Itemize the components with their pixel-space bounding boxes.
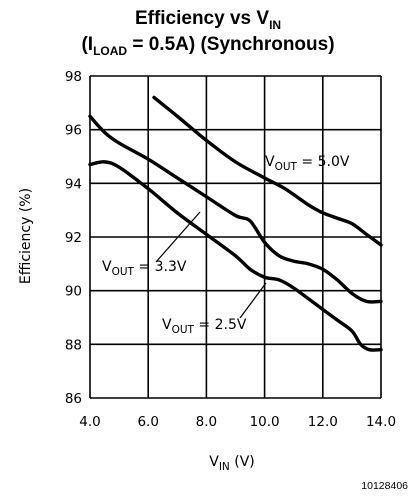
y-axis-label: Efficiency (%) (18, 188, 34, 284)
chart-title-subscript: IN (269, 18, 281, 32)
series-line-2v5V (88, 160, 383, 352)
y-tick-label: 98 (65, 69, 82, 85)
annotation-5v0-subscript: OUT (275, 161, 298, 173)
annotation-vout-5v0: VOUT = 5.0V (265, 154, 350, 173)
x-axis-label-subscript: IN (219, 461, 230, 473)
x-tick-label: 8.0 (196, 414, 217, 430)
x-tick-label: 10.0 (250, 414, 280, 430)
chart-series (88, 95, 383, 352)
annotation-2v5-value: = 2.5V (194, 317, 247, 333)
chart-grid (89, 75, 382, 399)
x-tick-label: 6.0 (137, 414, 158, 430)
y-tick-label: 90 (65, 284, 82, 300)
y-tick-label: 94 (65, 176, 82, 192)
figure-id: 10128406 (361, 480, 408, 492)
x-axis-ticks: 4.0 6.0 8.0 10.0 12.0 14.0 (79, 414, 396, 430)
chart-title: Efficiency vs VIN (135, 8, 281, 32)
annotation-5v0-value: = 5.0V (297, 154, 350, 170)
chart-title-main: Efficiency vs V (135, 8, 269, 29)
series-line-3v3V (88, 114, 383, 304)
annotation-2v5-subscript: OUT (172, 324, 195, 336)
annotation-3v3-prefix: V (102, 259, 112, 275)
x-tick-label: 14.0 (366, 414, 396, 430)
chart-subtitle-subscript: LOAD (93, 44, 127, 58)
annotation-vout-2v5: VOUT = 2.5V (162, 317, 247, 336)
x-tick-label: 4.0 (79, 414, 100, 430)
annotation-5v0-prefix: V (265, 154, 275, 170)
leader-line-2v5 (239, 282, 267, 319)
leader-line-3v3 (155, 211, 201, 263)
x-tick-label: 12.0 (308, 414, 338, 430)
y-axis-ticks: 86 88 90 92 94 96 98 (65, 69, 82, 407)
x-axis-label-unit: (V) (230, 454, 255, 470)
series-line-5v0V (152, 95, 383, 247)
y-tick-label: 92 (65, 230, 82, 246)
annotation-3v3-subscript: OUT (112, 266, 135, 278)
y-tick-label: 88 (65, 337, 82, 353)
x-axis-label-main: V (209, 454, 219, 470)
x-axis-label: VIN (V) (209, 454, 254, 473)
chart-subtitle-open: (I (81, 34, 93, 55)
annotation-vout-3v3: VOUT = 3.3V (102, 259, 187, 278)
annotation-2v5-prefix: V (162, 317, 172, 333)
annotation-3v3-value: = 3.3V (134, 259, 187, 275)
chart-subtitle-rest: = 0.5A) (Synchronous) (127, 34, 334, 55)
chart-subtitle: (ILOAD = 0.5A) (Synchronous) (81, 34, 334, 58)
y-tick-label: 86 (65, 391, 82, 407)
y-tick-label: 96 (65, 123, 82, 139)
